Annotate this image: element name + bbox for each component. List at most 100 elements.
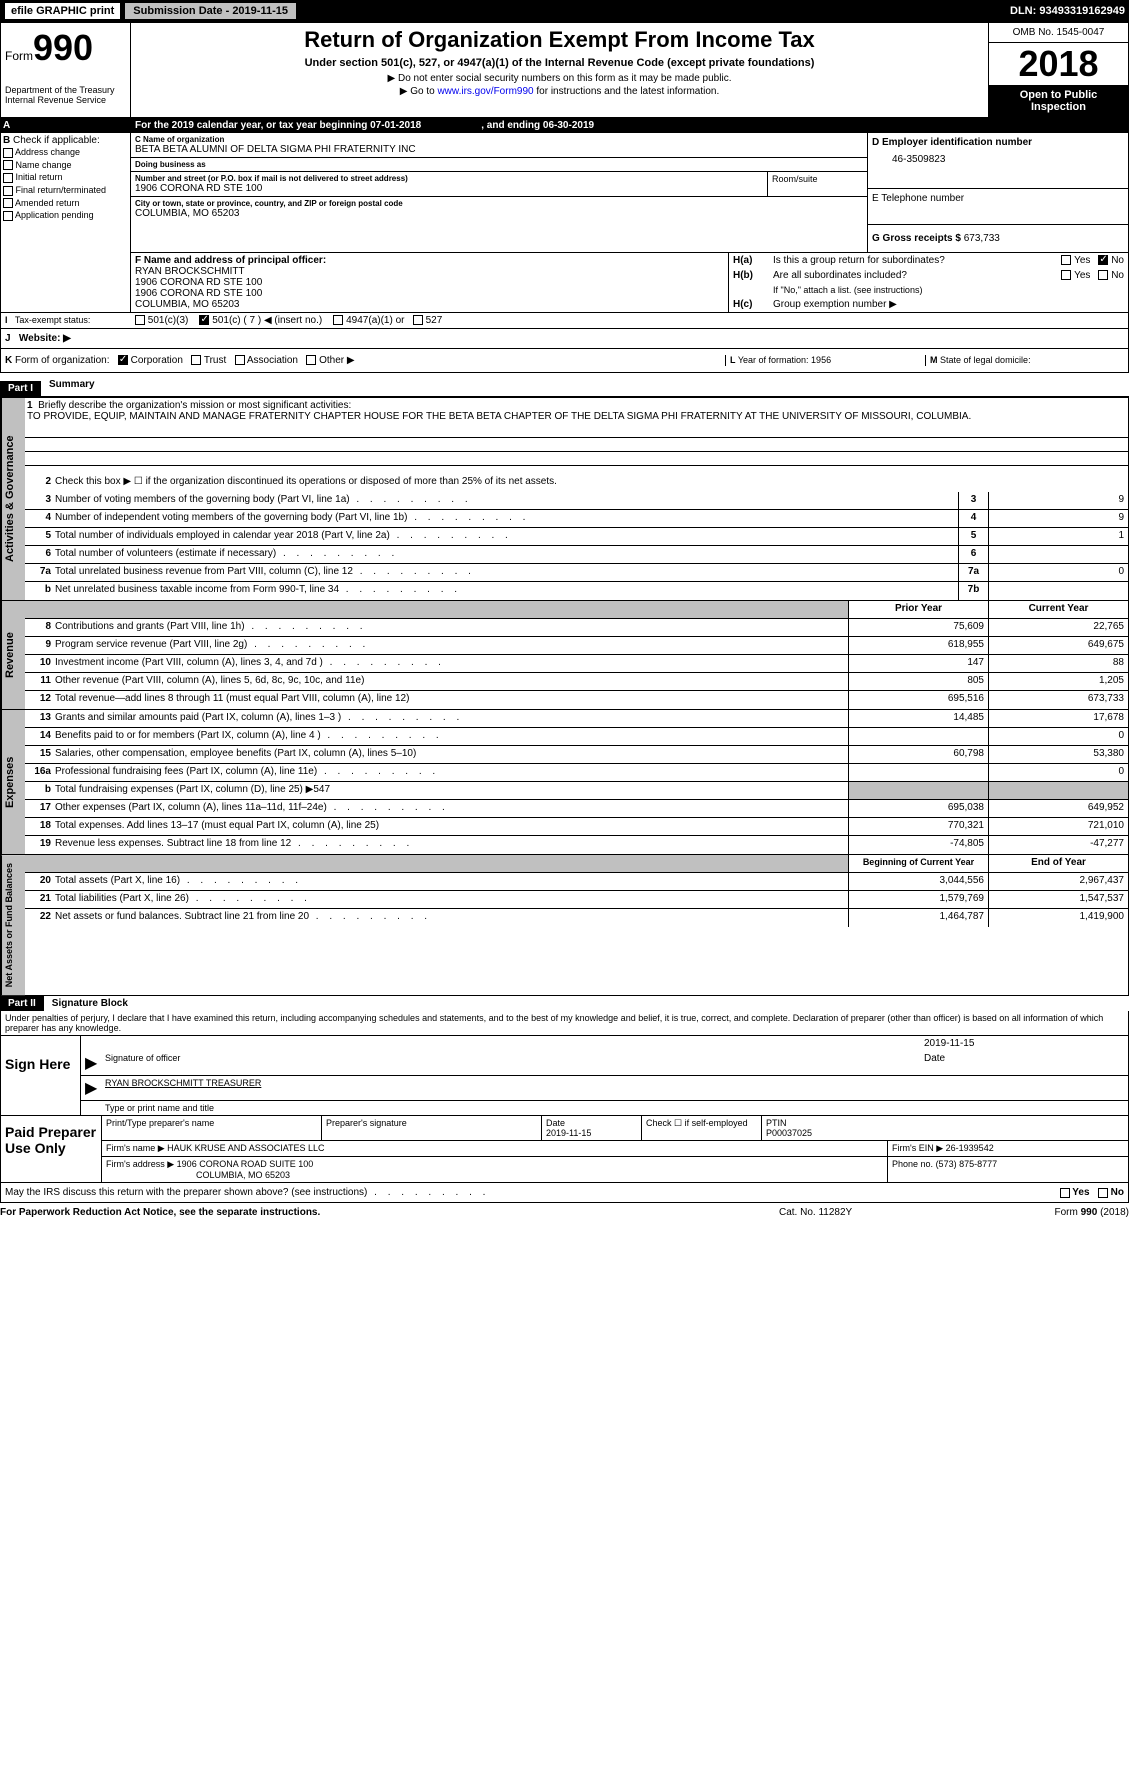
checkbox-icon[interactable]: [413, 315, 423, 325]
form-note-ssn: ▶ Do not enter social security numbers o…: [135, 73, 984, 84]
hc-text: Group exemption number ▶: [773, 299, 1124, 310]
line-16b-num: b: [25, 782, 53, 799]
firm-ein: Firm's EIN ▶ 26-1939542: [888, 1141, 1128, 1156]
tax-exempt-label: I Tax-exempt status:: [5, 315, 135, 326]
footer-form: Form 990 (2018): [979, 1207, 1129, 1218]
section-a: A B Check if applicable: Address change …: [0, 118, 1129, 313]
line-10-curr: 88: [988, 655, 1128, 672]
form-note-link: ▶ Go to www.irs.gov/Form990 for instruct…: [135, 86, 984, 97]
line-16b-text: Total fundraising expenses (Part IX, col…: [53, 782, 848, 799]
form-header: Form990 Department of the Treasury Inter…: [0, 22, 1129, 118]
line-4-text: Number of independent voting members of …: [53, 510, 958, 527]
checkbox-icon[interactable]: [1061, 255, 1071, 265]
line-1-text: Briefly describe the organization's miss…: [38, 400, 351, 411]
line-19: 19 Revenue less expenses. Subtract line …: [25, 836, 1128, 854]
l-year-formation: L Year of formation: 1956: [725, 355, 925, 366]
line-16a: 16a Professional fundraising fees (Part …: [25, 764, 1128, 782]
checkbox-icon[interactable]: [1098, 1188, 1108, 1198]
mission-blank-1: [25, 424, 1128, 438]
expenses-table: Expenses 13 Grants and similar amounts p…: [0, 710, 1129, 855]
form-label: Form: [5, 49, 33, 63]
line-22-prior: 1,464,787: [848, 909, 988, 927]
line-15-curr: 53,380: [988, 746, 1128, 763]
part2-title: Signature Block: [52, 998, 128, 1009]
checkbox-icon[interactable]: [3, 173, 13, 183]
line-7a: 7a Total unrelated business revenue from…: [25, 564, 1128, 582]
line-5-text: Total number of individuals employed in …: [53, 528, 958, 545]
line-15-text: Salaries, other compensation, employee b…: [53, 746, 848, 763]
checkbox-icon[interactable]: [3, 198, 13, 208]
line-19-num: 19: [25, 836, 53, 854]
submission-date: Submission Date - 2019-11-15: [125, 3, 296, 19]
line-18-num: 18: [25, 818, 53, 835]
org-name: BETA BETA ALUMNI OF DELTA SIGMA PHI FRAT…: [135, 144, 863, 155]
line-10-text: Investment income (Part VIII, column (A)…: [53, 655, 848, 672]
prior-year-header: Prior Year: [848, 601, 988, 618]
line-9-num: 9: [25, 637, 53, 654]
checkbox-icon[interactable]: [235, 355, 245, 365]
officer-label: F Name and address of principal officer:: [135, 255, 724, 266]
line-7a-val: 0: [988, 564, 1128, 581]
signature-section: Under penalties of perjury, I declare th…: [0, 1011, 1129, 1116]
website-row: J Website: ▶: [0, 329, 1129, 349]
gross-value: 673,733: [964, 233, 1000, 244]
line-16a-curr: 0: [988, 764, 1128, 781]
checkbox-icon[interactable]: [135, 315, 145, 325]
checkbox-checked-icon[interactable]: [199, 315, 209, 325]
line-10: 10 Investment income (Part VIII, column …: [25, 655, 1128, 673]
line-16b-curr: [988, 782, 1128, 799]
dept-irs: Internal Revenue Service: [5, 95, 126, 105]
line-3-col: 3: [958, 492, 988, 509]
netassets-content: Beginning of Current Year End of Year 20…: [25, 855, 1128, 995]
form-header-center: Return of Organization Exempt From Incom…: [131, 23, 988, 117]
checkbox-icon[interactable]: [3, 211, 13, 221]
checkbox-checked-icon[interactable]: [118, 355, 128, 365]
line-1-num: 1: [27, 400, 33, 411]
line-3-val: 9: [988, 492, 1128, 509]
officer-left: F Name and address of principal officer:…: [131, 253, 728, 312]
line-12: 12 Total revenue—add lines 8 through 11 …: [25, 691, 1128, 709]
line-3-text: Number of voting members of the governin…: [53, 492, 958, 509]
line-16a-prior: [848, 764, 988, 781]
line-6: 6 Total number of volunteers (estimate i…: [25, 546, 1128, 564]
irs-link[interactable]: www.irs.gov/Form990: [437, 86, 533, 97]
arrow-icon: ▶: [85, 1078, 105, 1098]
checkbox-icon[interactable]: [1061, 270, 1071, 280]
arrow-icon: ▶: [85, 1053, 105, 1073]
revenue-header: Prior Year Current Year: [25, 601, 1128, 619]
hc-row: H(c) Group exemption number ▶: [729, 297, 1128, 312]
line-5-val: 1: [988, 528, 1128, 545]
checkbox-icon[interactable]: [191, 355, 201, 365]
line-16b-prior: [848, 782, 988, 799]
city-value: COLUMBIA, MO 65203: [135, 208, 863, 219]
checkbox-checked-icon[interactable]: [1098, 255, 1108, 265]
line-7a-num: 7a: [25, 564, 53, 581]
k-row: K Form of organization: Corporation Trus…: [0, 349, 1129, 373]
checkbox-icon[interactable]: [306, 355, 316, 365]
checkbox-icon[interactable]: [333, 315, 343, 325]
status-row-i: I Tax-exempt status: 501(c)(3) 501(c) ( …: [0, 313, 1129, 329]
dln-number: DLN: 93493319162949: [1010, 5, 1125, 17]
checkbox-icon[interactable]: [3, 148, 13, 158]
officer-right: H(a) Is this a group return for subordin…: [728, 253, 1128, 312]
sig-officer-label: Signature of officer: [105, 1053, 924, 1073]
line-21-curr: 1,547,537: [988, 891, 1128, 908]
org-name-label: C Name of organization: [135, 135, 863, 144]
penalty-text: Under penalties of perjury, I declare th…: [1, 1011, 1128, 1036]
checkbox-icon[interactable]: [3, 160, 13, 170]
line-20-num: 20: [25, 873, 53, 890]
checkbox-icon[interactable]: [3, 186, 13, 196]
form-title: Return of Organization Exempt From Incom…: [135, 27, 984, 53]
check-final: Final return/terminated: [3, 184, 128, 197]
netassets-side-label: Net Assets or Fund Balances: [1, 855, 25, 995]
checkbox-icon[interactable]: [1060, 1188, 1070, 1198]
department: Department of the Treasury Internal Reve…: [5, 85, 126, 105]
end-year-header: End of Year: [988, 855, 1128, 872]
officer-name: RYAN BROCKSCHMITT: [135, 266, 724, 277]
paid-row-1: Print/Type preparer's name Preparer's si…: [102, 1116, 1128, 1141]
org-right: D Employer identification number 46-3509…: [868, 133, 1128, 252]
paid-row-3: Firm's address ▶ 1906 CORONA ROAD SUITE …: [102, 1157, 1128, 1182]
checkbox-icon[interactable]: [1098, 270, 1108, 280]
line-7b-col: 7b: [958, 582, 988, 600]
form-number: Form990: [5, 27, 126, 69]
